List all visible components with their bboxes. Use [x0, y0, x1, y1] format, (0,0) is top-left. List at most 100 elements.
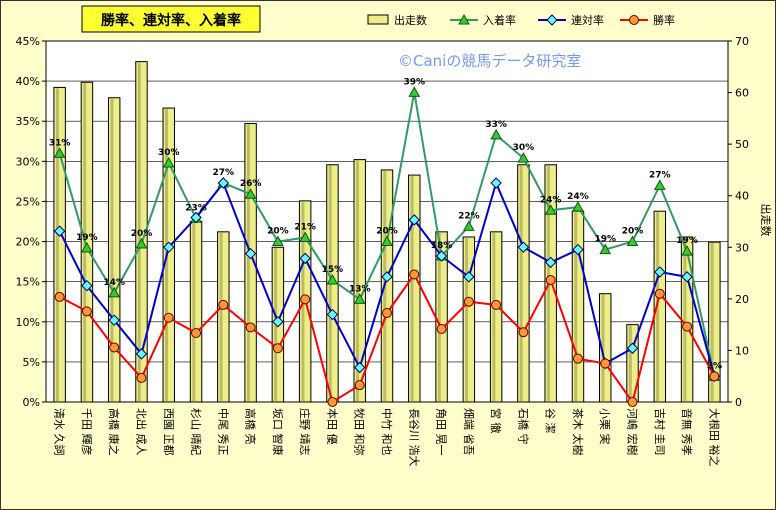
legend-bar-label: 出走数: [394, 13, 427, 27]
place-rate-point: [572, 201, 584, 212]
top2-rate-point: [244, 247, 257, 260]
win-rate-point: [600, 358, 611, 369]
place-rate-point: [272, 235, 284, 247]
watermark: ©Caniの競馬データ研究室: [398, 52, 581, 70]
category-label: 高橋 亮: [244, 408, 258, 445]
place-rate-point: [462, 220, 475, 231]
win-rate-point: [491, 299, 502, 310]
category-label: 清水 久詞: [53, 408, 66, 456]
win-rate-point: [272, 343, 283, 354]
place-rate-label: 30%: [158, 148, 180, 158]
win-rate-point: [545, 275, 556, 286]
place-rate-label: 3%: [707, 361, 722, 371]
place-rate-label: 20%: [131, 229, 153, 239]
category-label: 宮 徹: [489, 408, 503, 434]
win-rate-point: [654, 288, 665, 299]
right-tick-label: 70: [735, 35, 749, 48]
win-rate-point: [109, 342, 120, 353]
bar-starts: [571, 210, 585, 403]
bar-starts: [517, 164, 530, 403]
place-rate-point: [326, 274, 339, 285]
category-label: 西園 正都: [162, 408, 175, 456]
category-labels: 清水 久詞 千田 輝彦 高橋 康之 北出 成人 西園 正都 杉山 晴紀 中尾 秀正 高橋 亮坂…: [53, 408, 722, 467]
bar-shade: [710, 243, 714, 401]
legend-bar-swatch: [367, 14, 389, 25]
place-rate-point: [162, 156, 175, 168]
bar-starts: [353, 159, 366, 403]
top2-rate-point: [572, 243, 584, 256]
place-rate-point: [53, 147, 66, 158]
place-rate-label: 19%: [594, 235, 616, 245]
bar-shade: [219, 232, 223, 401]
place-rate-label: 20%: [622, 227, 644, 237]
place-rate-label: 30%: [513, 143, 535, 153]
bar-shade: [110, 98, 114, 401]
bar-starts: [489, 231, 503, 403]
category-label: 中竹 和也: [380, 408, 394, 456]
series-markers: [53, 86, 721, 407]
win-rate-point: [245, 322, 256, 333]
win-rate-point: [682, 321, 693, 332]
category-label: 吉村 圭司: [653, 408, 667, 456]
place-rate-label: 23%: [185, 203, 207, 213]
place-rate-label: 14%: [103, 278, 125, 288]
bar-shade: [519, 165, 523, 401]
place-rate-label: 22%: [458, 211, 480, 221]
place-rate-label: 33%: [485, 120, 507, 130]
win-rate-point: [163, 312, 174, 323]
place-rate-label: 27%: [213, 168, 235, 178]
category-label: 庄野 靖志: [298, 408, 312, 456]
title-background: [81, 5, 261, 33]
top2-rate-point: [681, 271, 693, 283]
bar-starts: [653, 210, 667, 403]
category-label: 音無 秀孝: [680, 408, 694, 456]
place-rate-label: 18%: [431, 241, 453, 251]
legend: 出走数 入着率 連対率 勝率: [367, 13, 675, 27]
place-rate-point: [408, 86, 421, 97]
category-label: 大根田 裕之: [707, 408, 721, 467]
category-label: 石橋 守: [516, 408, 530, 445]
category-label: 千田 輝彦: [80, 408, 94, 456]
place-rate-label: 24%: [567, 192, 589, 202]
win-rate-point: [81, 306, 92, 317]
win-rate-point: [218, 299, 229, 310]
top2-rate-point: [135, 348, 148, 360]
win-rate-point: [436, 323, 447, 334]
top2-rate-point: [326, 308, 339, 321]
left-tick-label: 45%: [16, 35, 40, 48]
place-rate-label: 27%: [649, 170, 671, 180]
category-label: 谷 潔: [544, 408, 558, 434]
win-rate-point: [627, 397, 638, 407]
bar-starts: [162, 107, 175, 403]
win-rate-point: [518, 327, 529, 338]
win-rate-point: [354, 380, 365, 391]
top2-rate-point: [299, 252, 311, 265]
category-label: 畑端 省吾: [462, 408, 475, 455]
category-label: 高橋 康之: [107, 408, 121, 456]
place-rate-label: 31%: [49, 138, 71, 148]
bar-shade: [574, 212, 578, 401]
top2-rate-point: [408, 214, 420, 226]
top2-rate-point: [272, 316, 284, 328]
place-rate-label: 21%: [294, 223, 316, 233]
top2-rate-point: [626, 342, 639, 354]
place-rate-point: [599, 243, 612, 255]
category-label: 坂口 智康: [271, 408, 285, 456]
right-axis-title: 出走数: [759, 204, 773, 237]
top2-rate-point: [53, 225, 66, 237]
bar-starts: [189, 221, 203, 403]
top2-rate-point: [381, 271, 393, 283]
category-label: 河嶋 宏樹: [626, 408, 640, 456]
bar-shade: [246, 124, 250, 401]
bar-starts: [408, 174, 421, 403]
category-label: 小栗 実: [598, 408, 612, 445]
bar-shade: [410, 176, 414, 401]
right-tick-label: 40: [735, 190, 749, 203]
left-tick-label: 5%: [23, 356, 40, 369]
bar-shade: [683, 237, 687, 401]
left-tick-label: 15%: [16, 276, 40, 289]
place-rate-point: [490, 128, 502, 140]
legend-top2-label: 連対率: [571, 13, 604, 27]
left-tick-label: 40%: [16, 75, 40, 88]
top2-rate-point: [544, 256, 557, 269]
